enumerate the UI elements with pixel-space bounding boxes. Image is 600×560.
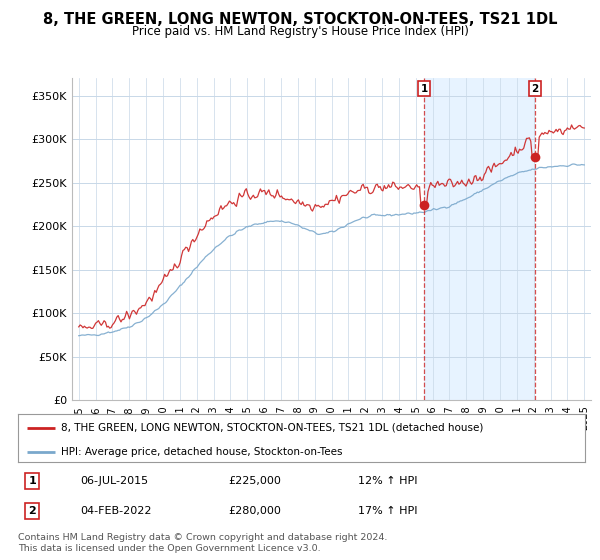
Text: 04-FEB-2022: 04-FEB-2022 — [80, 506, 152, 516]
Text: HPI: Average price, detached house, Stockton-on-Tees: HPI: Average price, detached house, Stoc… — [61, 446, 342, 456]
Text: Contains HM Land Registry data © Crown copyright and database right 2024.
This d: Contains HM Land Registry data © Crown c… — [18, 533, 388, 553]
Text: Price paid vs. HM Land Registry's House Price Index (HPI): Price paid vs. HM Land Registry's House … — [131, 25, 469, 38]
Bar — [424, 78, 535, 400]
Text: 1: 1 — [28, 476, 36, 486]
Text: 8, THE GREEN, LONG NEWTON, STOCKTON-ON-TEES, TS21 1DL: 8, THE GREEN, LONG NEWTON, STOCKTON-ON-T… — [43, 12, 557, 27]
Text: £225,000: £225,000 — [228, 476, 281, 486]
Text: 8, THE GREEN, LONG NEWTON, STOCKTON-ON-TEES, TS21 1DL (detached house): 8, THE GREEN, LONG NEWTON, STOCKTON-ON-T… — [61, 423, 483, 433]
Text: 06-JUL-2015: 06-JUL-2015 — [80, 476, 148, 486]
Text: 2: 2 — [28, 506, 36, 516]
Text: 2: 2 — [532, 84, 539, 94]
Text: £280,000: £280,000 — [228, 506, 281, 516]
Text: 1: 1 — [421, 84, 428, 94]
Text: 12% ↑ HPI: 12% ↑ HPI — [358, 476, 418, 486]
Text: 17% ↑ HPI: 17% ↑ HPI — [358, 506, 418, 516]
